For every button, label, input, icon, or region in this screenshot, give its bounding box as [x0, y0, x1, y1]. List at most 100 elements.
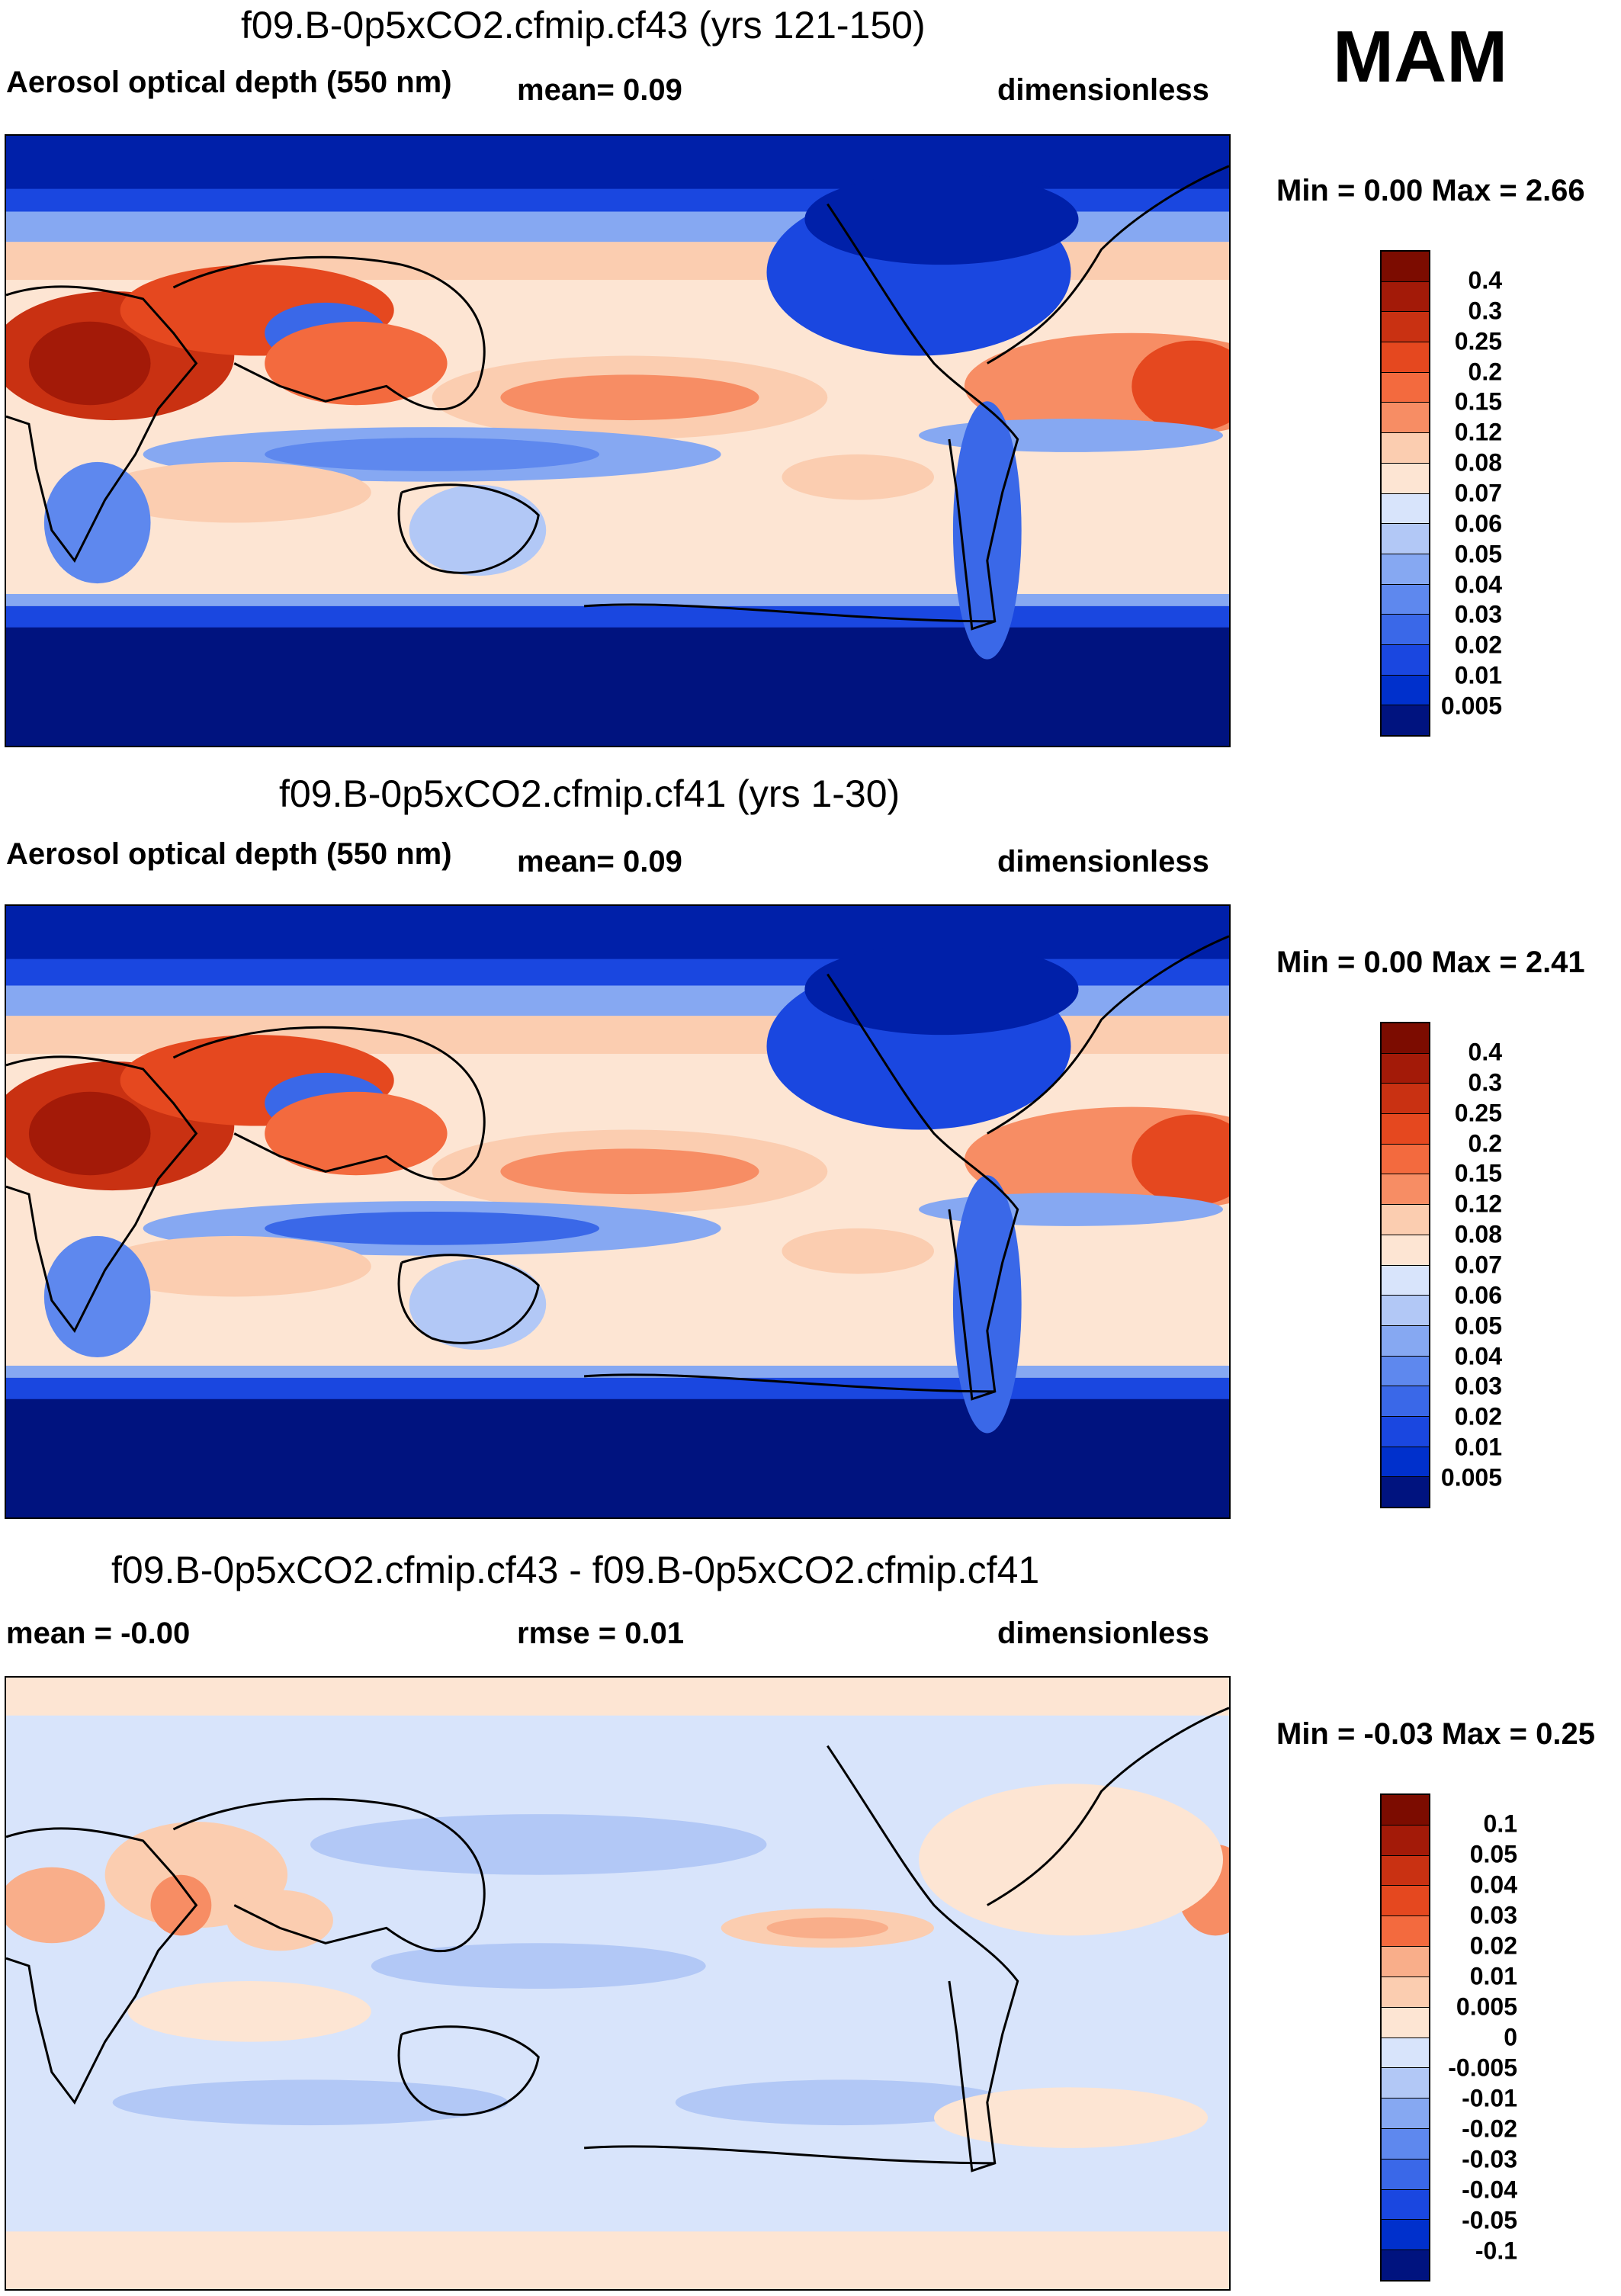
colorbar-tick-label: 0.15 — [1454, 387, 1502, 416]
season-label: MAM — [1333, 16, 1508, 98]
colorbar-tick-label: 0.03 — [1454, 600, 1502, 628]
colorbar-tick-label: 0.02 — [1469, 1932, 1517, 1960]
colorbar-tick-label: 0.4 — [1468, 266, 1502, 294]
colorbar-swatch — [1382, 1023, 1429, 1054]
colorbar-swatch — [1382, 1976, 1429, 2008]
colorbar-swatch — [1382, 705, 1429, 735]
colorbar-tick-label: 0.05 — [1454, 540, 1502, 568]
colorbar-tick-label: -0.1 — [1475, 2237, 1517, 2265]
colorbar-swatch — [1382, 1947, 1429, 1977]
panel2-mean-label: mean= 0.09 — [517, 845, 682, 878]
colorbar-swatch — [1382, 1174, 1429, 1206]
panel2-colorbar-labels: 0.4 0.3 0.25 0.2 0.15 0.12 0.08 0.07 0.0… — [1441, 1022, 1502, 1508]
colorbar-tick-label: 0.07 — [1454, 479, 1502, 507]
panel1-title: f09.B-0p5xCO2.cfmip.cf43 (yrs 121-150) — [241, 4, 926, 47]
colorbar-swatch — [1382, 2189, 1429, 2221]
colorbar-swatch — [1382, 252, 1429, 282]
colorbar-tick-label: 0.005 — [1440, 1463, 1502, 1492]
panel2-map — [5, 904, 1231, 1519]
colorbar-swatch — [1382, 1855, 1429, 1887]
colorbar-swatch — [1382, 524, 1429, 554]
colorbar-swatch — [1382, 1386, 1429, 1417]
colorbar-swatch — [1382, 2099, 1429, 2129]
colorbar-tick-label: 0.02 — [1454, 1402, 1502, 1431]
panel3-minmax-label: Min = -0.03 Max = 0.25 — [1276, 1717, 1595, 1751]
colorbar-tick-label: 0.2 — [1468, 358, 1502, 386]
colorbar-swatch — [1382, 1477, 1429, 1507]
panel1-map — [5, 134, 1231, 747]
colorbar-swatch — [1382, 312, 1429, 343]
colorbar-swatch — [1382, 675, 1429, 706]
colorbar-swatch — [1382, 403, 1429, 434]
colorbar-swatch — [1382, 1144, 1429, 1175]
colorbar-swatch — [1382, 2128, 1429, 2160]
colorbar-tick-label: 0.1 — [1483, 1810, 1517, 1838]
colorbar-swatch — [1382, 1296, 1429, 1326]
panel2-variable-label: Aerosol optical depth (550 nm) — [6, 837, 452, 871]
colorbar-swatch — [1382, 615, 1429, 645]
colorbar-tick-label: 0.15 — [1454, 1159, 1502, 1187]
colorbar-tick-label: 0.04 — [1454, 1342, 1502, 1370]
colorbar-swatch — [1382, 1416, 1429, 1447]
colorbar-swatch — [1382, 584, 1429, 615]
colorbar-tick-label: 0.06 — [1454, 509, 1502, 538]
colorbar-swatch — [1382, 1084, 1429, 1115]
colorbar-tick-label: 0.25 — [1454, 1099, 1502, 1127]
panel3-title: f09.B-0p5xCO2.cfmip.cf43 - f09.B-0p5xCO2… — [111, 1549, 1040, 1591]
panel3-colorbar-labels: 0.1 0.05 0.04 0.03 0.02 0.01 0.005 0 -0.… — [1441, 1793, 1517, 2282]
colorbar-swatch — [1382, 433, 1429, 464]
colorbar-tick-label: 0.3 — [1468, 1068, 1502, 1097]
colorbar-tick-label: 0.4 — [1468, 1038, 1502, 1066]
colorbar-tick-label: -0.005 — [1448, 2054, 1517, 2082]
colorbar-swatch — [1382, 342, 1429, 373]
panel3-colorbar — [1380, 1793, 1430, 2282]
colorbar-tick-label: 0.01 — [1469, 1962, 1517, 1990]
colorbar-tick-label: 0.05 — [1469, 1840, 1517, 1868]
colorbar-swatch — [1382, 1114, 1429, 1145]
colorbar-tick-label: 0.3 — [1468, 297, 1502, 325]
panel3-rmse-label: rmse = 0.01 — [517, 1617, 685, 1650]
colorbar-tick-label: 0 — [1504, 2023, 1517, 2051]
colorbar-swatch — [1382, 1795, 1429, 1826]
panel3-mean-label: mean = -0.00 — [6, 1617, 191, 1650]
colorbar-swatch — [1382, 1325, 1429, 1357]
panel2-units-label: dimensionless — [997, 845, 1209, 878]
colorbar-tick-label: 0.08 — [1454, 448, 1502, 477]
colorbar-tick-label: 0.03 — [1454, 1372, 1502, 1400]
colorbar-tick-label: 0.02 — [1454, 631, 1502, 659]
colorbar-tick-label: -0.01 — [1462, 2084, 1517, 2112]
colorbar-swatch — [1382, 281, 1429, 313]
colorbar-tick-label: -0.02 — [1462, 2115, 1517, 2143]
colorbar-tick-label: 0.01 — [1454, 1433, 1502, 1461]
colorbar-swatch — [1382, 1053, 1429, 1084]
colorbar-swatch — [1382, 2159, 1429, 2190]
colorbar-swatch — [1382, 2220, 1429, 2251]
panel1-colorbar — [1380, 250, 1430, 737]
colorbar-swatch — [1382, 2068, 1429, 2099]
colorbar-swatch — [1382, 1356, 1429, 1387]
colorbar-swatch — [1382, 1265, 1429, 1296]
panel2-colorbar — [1380, 1022, 1430, 1508]
colorbar-swatch — [1382, 554, 1429, 585]
panel1-mean-label: mean= 0.09 — [517, 73, 682, 107]
colorbar-tick-label: -0.05 — [1462, 2206, 1517, 2234]
colorbar-tick-label: 0.01 — [1454, 661, 1502, 689]
panel1-units-label: dimensionless — [997, 73, 1209, 107]
colorbar-swatch — [1382, 644, 1429, 676]
colorbar-swatch — [1382, 1916, 1429, 1948]
colorbar-tick-label: 0.04 — [1454, 570, 1502, 599]
colorbar-tick-label: 0.12 — [1454, 418, 1502, 446]
colorbar-tick-label: 0.08 — [1454, 1220, 1502, 1248]
colorbar-swatch — [1382, 493, 1429, 525]
colorbar-swatch — [1382, 1235, 1429, 1266]
colorbar-tick-label: 0.12 — [1454, 1190, 1502, 1218]
colorbar-tick-label: -0.04 — [1462, 2176, 1517, 2204]
colorbar-swatch — [1382, 372, 1429, 403]
colorbar-swatch — [1382, 463, 1429, 494]
colorbar-tick-label: -0.03 — [1462, 2145, 1517, 2173]
panel2-title: f09.B-0p5xCO2.cfmip.cf41 (yrs 1-30) — [279, 772, 900, 815]
panel3-map — [5, 1676, 1231, 2291]
colorbar-tick-label: 0.05 — [1454, 1312, 1502, 1340]
colorbar-swatch — [1382, 1825, 1429, 1856]
colorbar-swatch — [1382, 2250, 1429, 2280]
